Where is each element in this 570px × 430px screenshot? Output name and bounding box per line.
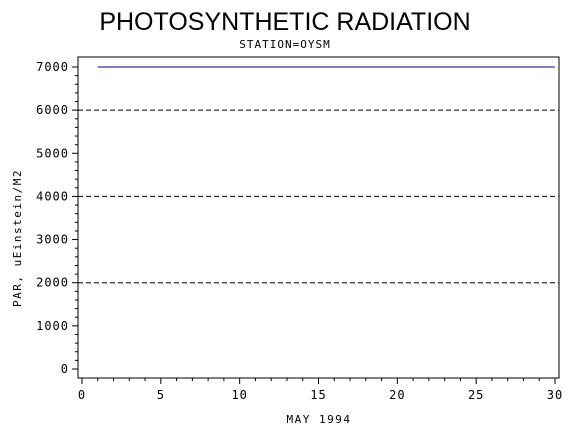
y-tick-label: 5000 [36,146,69,160]
x-tick-label: 0 [78,388,86,402]
x-axis: 0 5 10 15 20 25 30 [78,378,563,402]
y-tick-label: 6000 [36,103,69,117]
y-axis-label: PAR, uEinstein/M2 [11,169,24,307]
y-axis: 0 1000 2000 3000 4000 5000 6000 7000 [36,60,78,376]
chart-subtitle: STATION=OYSM [239,38,330,51]
x-tick-label: 30 [547,388,563,402]
reference-lines [78,109,559,284]
x-tick-label: 20 [389,388,405,402]
x-tick-label: 5 [157,388,165,402]
y-tick-label: 7000 [36,60,69,74]
x-tick-label: 15 [310,388,326,402]
x-tick-label: 10 [231,388,247,402]
y-tick-label: 2000 [36,276,69,290]
chart-title: PHOTOSYNTHETIC RADIATION [99,8,470,36]
y-tick-label: 4000 [36,189,69,203]
y-tick-label: 0 [61,362,69,376]
x-axis-label: MAY 1994 [287,413,352,426]
y-tick-label: 3000 [36,233,69,247]
plot-frame [77,56,560,379]
x-tick-label: 25 [468,388,484,402]
y-tick-label: 1000 [36,319,69,333]
